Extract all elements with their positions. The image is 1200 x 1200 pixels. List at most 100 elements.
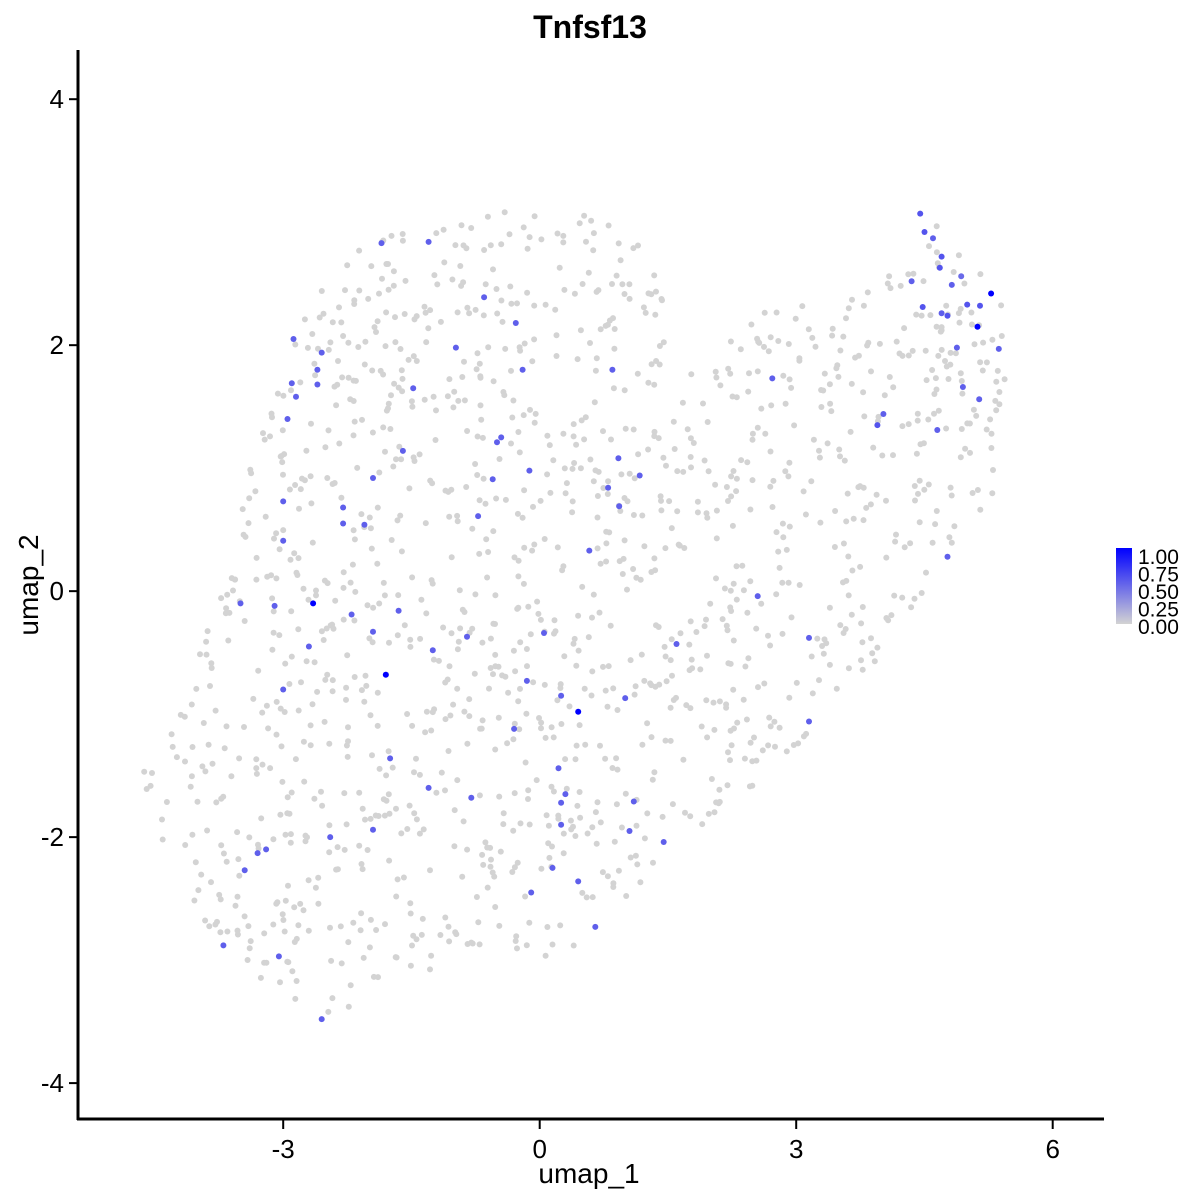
cell-point	[320, 637, 327, 643]
cell-point	[785, 579, 792, 586]
cell-point	[621, 291, 628, 297]
cell-point	[199, 763, 206, 770]
cell-point	[790, 742, 797, 748]
cell-point	[560, 430, 567, 437]
cell-point	[817, 519, 824, 526]
cell-point	[753, 757, 760, 764]
cell-point	[805, 326, 812, 333]
cell-point	[626, 281, 633, 288]
cell-point	[427, 307, 434, 314]
cell-point	[206, 923, 213, 930]
cell-point	[525, 787, 532, 794]
expressing-cell-point	[917, 210, 924, 217]
cell-point	[501, 209, 508, 216]
cell-point	[922, 347, 929, 354]
cell-point	[855, 352, 862, 359]
cell-point	[520, 224, 527, 231]
cell-point	[754, 424, 761, 431]
cell-point	[850, 515, 857, 522]
cell-point	[522, 759, 529, 766]
cell-point	[812, 343, 819, 350]
cell-point	[492, 904, 499, 910]
cell-point	[409, 722, 416, 729]
cell-point	[748, 321, 755, 328]
cell-point	[600, 428, 606, 435]
cell-point	[294, 572, 301, 578]
cell-point	[502, 496, 509, 503]
cell-point	[373, 329, 379, 335]
cell-point	[334, 844, 341, 851]
cell-point	[269, 595, 276, 602]
cell-point	[694, 509, 701, 516]
cell-point	[373, 927, 380, 933]
expressing-cell-point	[921, 229, 928, 235]
cell-point	[292, 756, 299, 763]
cell-point	[466, 713, 473, 720]
cell-point	[668, 525, 675, 532]
cell-point	[352, 377, 359, 384]
cell-point	[474, 433, 481, 440]
cell-point	[704, 734, 711, 741]
expressing-cell-point	[626, 828, 633, 834]
cell-point	[761, 343, 767, 350]
cell-point	[708, 776, 715, 782]
axes: -3 0 3 6 -4 -2 0 2 4	[41, 50, 1104, 1164]
cell-point	[423, 339, 430, 346]
cell-point	[276, 632, 283, 639]
expressing-cell-point	[481, 294, 488, 301]
cell-point	[347, 396, 354, 403]
cell-point	[382, 448, 388, 455]
cell-point	[253, 756, 260, 763]
cell-point	[489, 869, 496, 876]
cell-point	[816, 454, 823, 461]
cell-point	[517, 639, 524, 646]
cell-point	[493, 286, 500, 292]
cell-point	[560, 232, 567, 239]
cell-point	[786, 459, 793, 466]
cell-point	[498, 241, 505, 248]
cell-point	[410, 353, 417, 360]
cell-point	[234, 829, 241, 836]
cell-point	[562, 490, 569, 497]
cell-point	[529, 547, 536, 554]
cell-point	[998, 302, 1005, 309]
cell-point	[951, 523, 958, 530]
cell-point	[329, 677, 336, 684]
cell-point	[329, 319, 336, 326]
expressing-cell-point	[562, 791, 569, 798]
cell-point	[915, 490, 921, 497]
cell-point	[596, 609, 603, 616]
expressing-cell-point	[452, 344, 459, 351]
cell-point	[286, 486, 293, 493]
cell-point	[329, 995, 336, 1002]
cell-point	[905, 352, 912, 359]
cell-point	[429, 709, 436, 716]
expressing-cell-point	[769, 375, 776, 382]
cell-point	[389, 764, 396, 771]
cell-point	[747, 739, 754, 746]
cell-point	[728, 742, 735, 749]
cell-point	[530, 503, 536, 510]
cell-point	[515, 698, 522, 705]
cell-point	[376, 600, 383, 607]
cell-point	[557, 922, 564, 929]
cell-point	[687, 705, 694, 712]
cell-point	[459, 374, 466, 380]
cell-point	[438, 769, 445, 776]
cell-point	[326, 740, 333, 747]
cell-point	[927, 312, 934, 319]
cell-point	[292, 482, 299, 488]
cell-point	[597, 560, 604, 567]
cell-point	[788, 384, 795, 391]
cell-point	[399, 231, 406, 237]
cell-point	[810, 436, 817, 443]
cell-point	[705, 468, 712, 475]
cell-point	[502, 345, 509, 352]
cell-point	[744, 459, 751, 466]
expressing-cell-point	[754, 593, 761, 600]
cell-point	[526, 234, 533, 241]
cell-point	[967, 449, 973, 456]
cell-point	[246, 945, 253, 952]
cell-point	[380, 579, 387, 586]
cell-point	[524, 663, 530, 670]
